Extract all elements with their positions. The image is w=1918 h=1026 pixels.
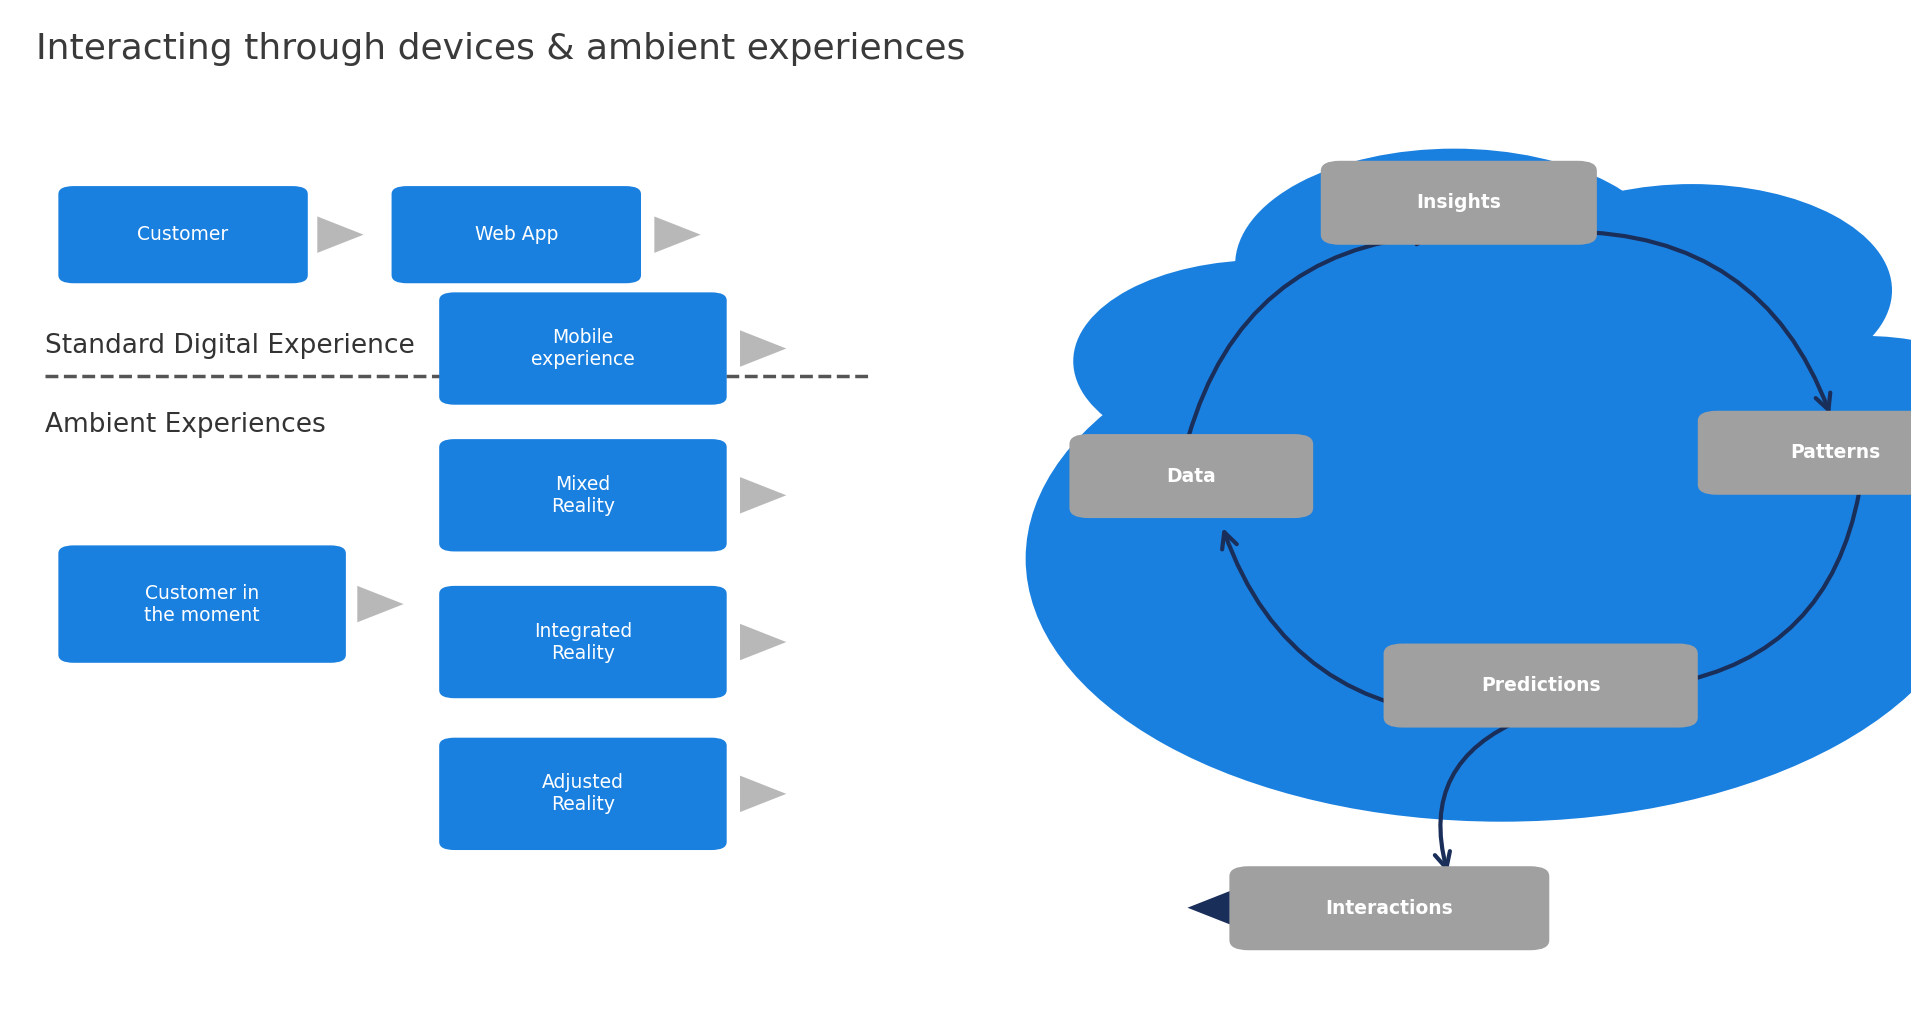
Polygon shape: [740, 776, 786, 812]
Text: Patterns: Patterns: [1791, 443, 1882, 463]
FancyBboxPatch shape: [1229, 866, 1550, 950]
Text: Interactions: Interactions: [1325, 899, 1454, 917]
Text: Mobile
experience: Mobile experience: [531, 328, 635, 369]
Polygon shape: [1187, 887, 1239, 928]
FancyBboxPatch shape: [58, 546, 345, 663]
Text: Standard Digital Experience: Standard Digital Experience: [44, 332, 414, 359]
FancyBboxPatch shape: [1383, 643, 1697, 727]
FancyBboxPatch shape: [1697, 410, 1918, 495]
Text: Predictions: Predictions: [1481, 676, 1600, 695]
Text: Customer in
the moment: Customer in the moment: [144, 584, 261, 625]
Text: Interacting through devices & ambient experiences: Interacting through devices & ambient ex…: [36, 32, 965, 67]
Polygon shape: [740, 477, 786, 513]
Circle shape: [1492, 184, 1891, 397]
Polygon shape: [740, 624, 786, 661]
Text: Adjusted
Reality: Adjusted Reality: [543, 774, 623, 815]
FancyBboxPatch shape: [439, 586, 727, 699]
FancyBboxPatch shape: [391, 186, 641, 283]
Circle shape: [1701, 336, 1918, 508]
Ellipse shape: [1753, 351, 1918, 655]
Text: Data: Data: [1166, 467, 1216, 485]
Ellipse shape: [1026, 295, 1918, 822]
Text: Ambient Experiences: Ambient Experiences: [44, 411, 326, 438]
Text: Mixed
Reality: Mixed Reality: [550, 475, 616, 516]
FancyBboxPatch shape: [439, 738, 727, 850]
Text: Customer: Customer: [138, 225, 228, 244]
FancyBboxPatch shape: [1070, 434, 1314, 518]
Polygon shape: [316, 216, 364, 252]
Circle shape: [1074, 260, 1454, 463]
Polygon shape: [357, 586, 403, 623]
FancyBboxPatch shape: [439, 292, 727, 404]
FancyBboxPatch shape: [1322, 161, 1598, 245]
Circle shape: [1235, 149, 1672, 382]
Polygon shape: [654, 216, 700, 252]
Text: Web App: Web App: [474, 225, 558, 244]
Polygon shape: [740, 330, 786, 366]
FancyBboxPatch shape: [58, 186, 307, 283]
Text: Integrated
Reality: Integrated Reality: [533, 622, 633, 663]
Text: Insights: Insights: [1415, 193, 1502, 212]
FancyBboxPatch shape: [439, 439, 727, 551]
